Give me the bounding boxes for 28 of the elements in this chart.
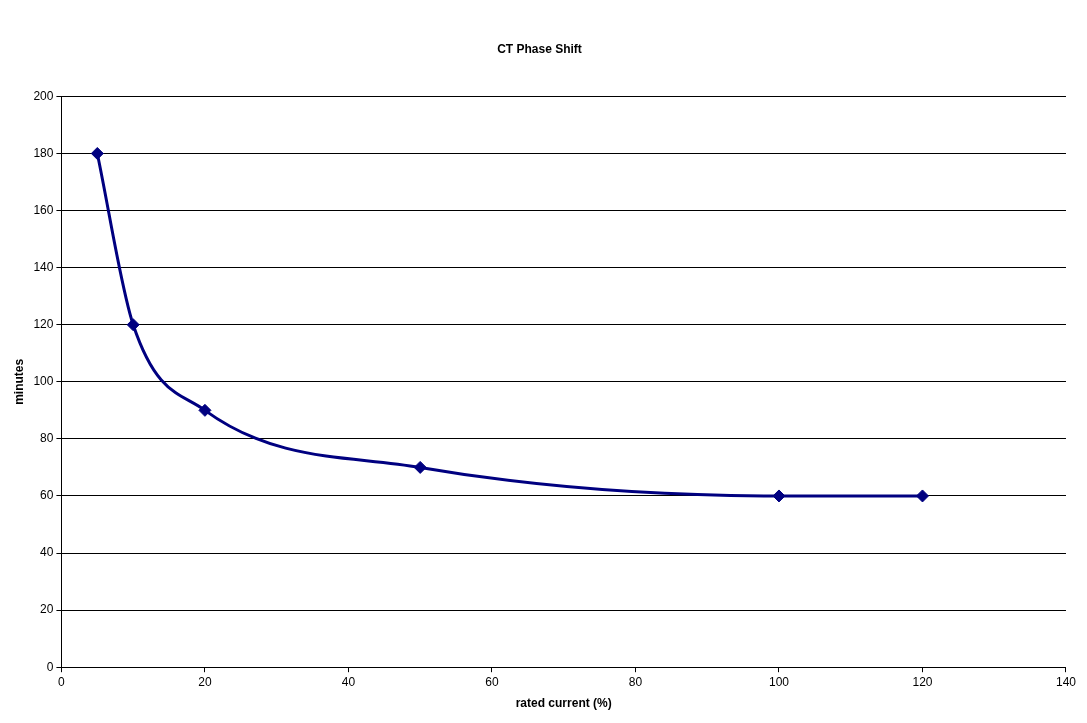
y-tick-label: 160 bbox=[33, 202, 54, 217]
y-tick-label: 0 bbox=[46, 659, 54, 674]
x-tick-label: 80 bbox=[628, 674, 643, 689]
y-tick-label: 100 bbox=[33, 374, 54, 389]
point bbox=[772, 489, 786, 503]
x-tick-label: 20 bbox=[198, 674, 212, 689]
x-tick-label: 100 bbox=[768, 674, 790, 689]
y-tick-label: 120 bbox=[33, 317, 54, 332]
x-tick-label: 60 bbox=[485, 674, 499, 689]
point bbox=[126, 318, 140, 332]
point bbox=[198, 403, 212, 417]
y-tick-label: 140 bbox=[33, 259, 54, 274]
x-tick-label: 140 bbox=[1055, 674, 1077, 689]
y-axis-title: minutes bbox=[11, 358, 26, 405]
chart-title: CT Phase Shift bbox=[497, 41, 582, 56]
x-tick-label: 120 bbox=[912, 674, 933, 689]
point bbox=[915, 489, 929, 503]
y-tick-label: 60 bbox=[40, 488, 54, 503]
y-tick-label: 200 bbox=[33, 88, 54, 103]
point bbox=[413, 460, 427, 474]
y-tick-label: 20 bbox=[40, 602, 54, 617]
y-tick-label: 80 bbox=[40, 431, 54, 446]
point bbox=[90, 146, 104, 160]
x-tick-label: 0 bbox=[58, 674, 66, 689]
x-axis-title: rated current (%) bbox=[515, 696, 612, 711]
x-tick-label: 40 bbox=[341, 674, 356, 689]
y-tick-label: 40 bbox=[40, 545, 54, 560]
y-tick-label: 180 bbox=[33, 145, 54, 160]
